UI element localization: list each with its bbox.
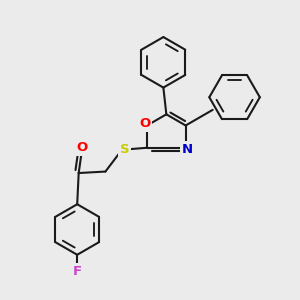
Text: O: O bbox=[139, 118, 150, 130]
Text: N: N bbox=[182, 143, 193, 156]
Text: O: O bbox=[76, 141, 87, 154]
Text: S: S bbox=[120, 143, 130, 156]
Text: F: F bbox=[73, 265, 82, 278]
